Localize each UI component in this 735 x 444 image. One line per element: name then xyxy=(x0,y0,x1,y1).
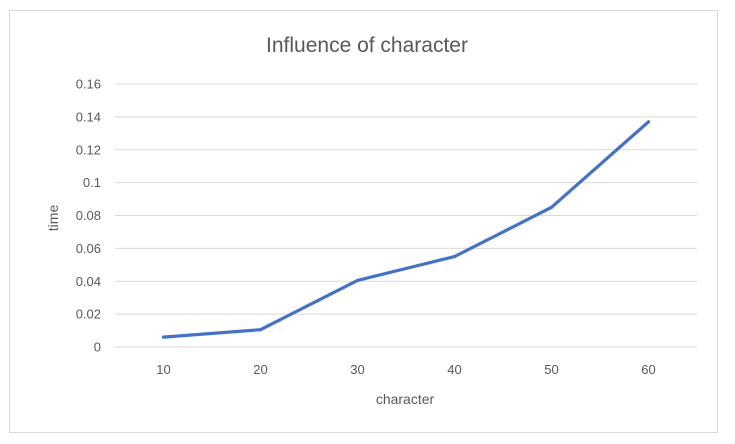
data-point xyxy=(549,205,554,209)
x-tick-label: 40 xyxy=(447,362,461,377)
x-axis-title: character xyxy=(376,391,435,407)
y-axis-title: time xyxy=(45,205,61,232)
y-tick-label: 0.14 xyxy=(76,109,101,124)
y-tick-label: 0.1 xyxy=(83,175,101,190)
x-tick-label: 10 xyxy=(156,362,170,377)
y-tick-label: 0 xyxy=(94,340,101,355)
data-point xyxy=(355,278,360,283)
y-tick-label: 0.04 xyxy=(76,274,101,289)
data-point xyxy=(452,254,457,259)
y-tick-labels: 0 0.02 0.04 0.06 0.08 0.1 0.12 0.14 0.16 xyxy=(76,77,101,355)
x-tick-labels: 10 20 30 40 50 60 xyxy=(156,362,655,377)
y-tick-label: 0.02 xyxy=(76,307,101,322)
x-tick-label: 30 xyxy=(350,362,364,377)
y-tick-label: 0.16 xyxy=(76,77,101,92)
y-tick-label: 0.08 xyxy=(76,208,101,223)
series-line-0 xyxy=(161,120,651,339)
x-tick-label: 50 xyxy=(544,362,558,377)
y-tick-label: 0.06 xyxy=(76,241,101,256)
y-tick-label: 0.12 xyxy=(76,142,101,157)
series-group xyxy=(161,120,651,339)
data-point xyxy=(646,120,651,124)
x-tick-label: 20 xyxy=(253,362,267,377)
data-point xyxy=(161,335,166,339)
chart-frame xyxy=(9,10,718,433)
gridlines xyxy=(115,83,697,348)
x-tick-label: 60 xyxy=(641,362,655,377)
data-point xyxy=(258,328,263,332)
chart-title: Influence of character xyxy=(266,34,468,57)
